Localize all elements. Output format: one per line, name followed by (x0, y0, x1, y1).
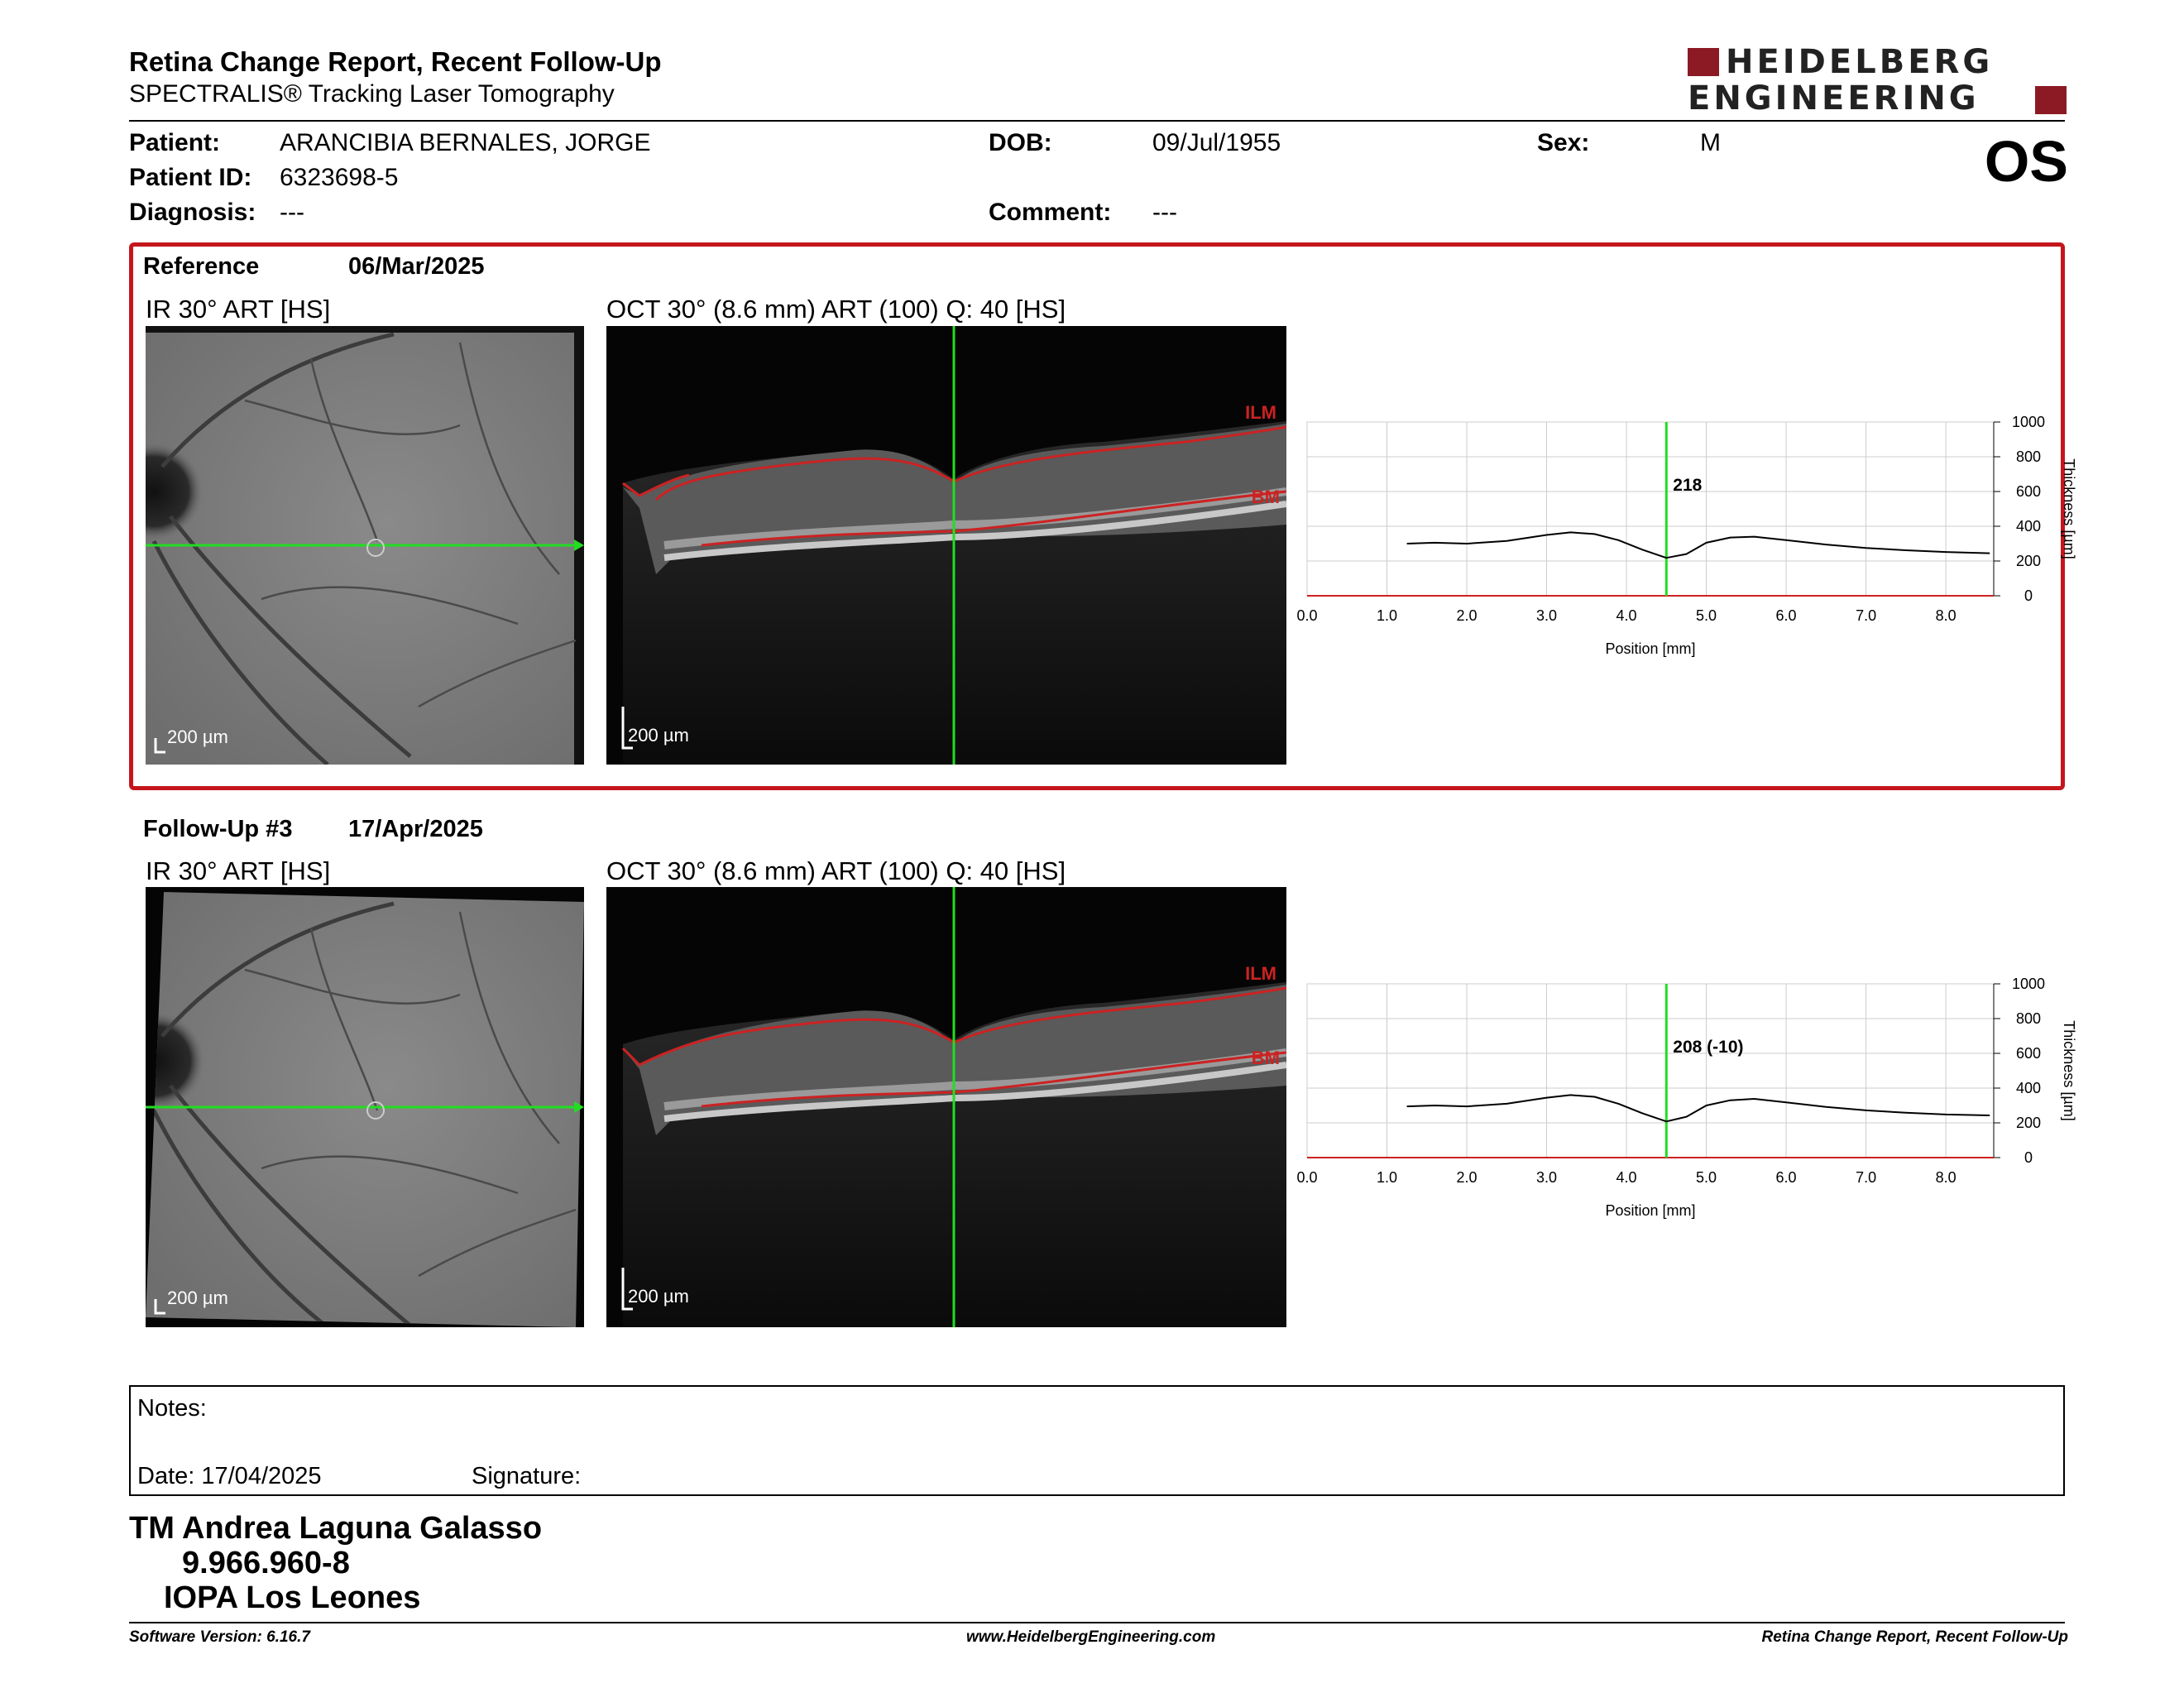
x-tick-label: 5.0 (1696, 1169, 1717, 1186)
cursor-value-label: 218 (1673, 476, 1702, 495)
x-tick-label: 8.0 (1936, 607, 1956, 624)
x-tick-label: 7.0 (1856, 607, 1876, 624)
x-tick-label: 1.0 (1377, 607, 1397, 624)
followup-ir-label: IR 30° ART [HS] (146, 856, 331, 885)
followup-label: Follow-Up #3 (143, 816, 293, 842)
followup-oct-label: OCT 30° (8.6 mm) ART (100) Q: 40 [HS] (606, 856, 1066, 885)
reference-thickness-chart: 0.0 1.0 2.0 3.0 4.0 5.0 6.0 7.0 8.0 0 200 400 600 800… (1295, 405, 2081, 679)
website-link[interactable]: www.HeidelbergEngineering.com (966, 1628, 1216, 1646)
y-tick-label: 1000 (2012, 976, 2045, 992)
x-axis-label: Position [mm] (1605, 1202, 1695, 1219)
sex-label: Sex: (1537, 129, 1590, 156)
reference-ilm-label: ILM (1245, 402, 1276, 423)
x-tick-label: 2.0 (1457, 607, 1478, 624)
y-tick-label: 1000 (2012, 414, 2045, 430)
followup-ilm-label: ILM (1245, 963, 1276, 984)
signature-label: Signature: (472, 1463, 582, 1489)
diagnosis-label: Diagnosis: (129, 199, 256, 226)
heidelberg-logo: HEIDELBERG ENGINEERING (1688, 43, 2068, 117)
header-divider (129, 120, 2065, 122)
notes-label: Notes: (137, 1395, 207, 1422)
reference-oct-bscan-image: ILM BM 200 µm (606, 326, 1286, 765)
y-tick-label: 800 (2016, 448, 2041, 465)
followup-thickness-chart: 0.0 1.0 2.0 3.0 4.0 5.0 6.0 7.0 8.0 0 200 400 600 800… (1295, 967, 2081, 1240)
y-axis-label: Thickness [µm] (2061, 458, 2077, 559)
followup-ir-fundus-image: 200 µm (146, 887, 584, 1327)
x-tick-label: 3.0 (1536, 1169, 1557, 1186)
footer-report-name: Retina Change Report, Recent Follow-Up (1761, 1628, 2068, 1646)
eye-indicator: OS (1984, 129, 2068, 194)
signer-institution: IOPA Los Leones (164, 1580, 421, 1615)
x-tick-label: 4.0 (1616, 1169, 1637, 1186)
chart-frame (1306, 983, 1995, 1158)
footer-divider (129, 1622, 2065, 1623)
followup-oct-scale: 200 µm (628, 1286, 689, 1307)
y-tick-label: 400 (2016, 1080, 2041, 1096)
reference-date: 06/Mar/2025 (348, 253, 485, 280)
report-subtitle: SPECTRALIS® Tracking Laser Tomography (129, 80, 615, 108)
y-tick-label: 0 (2024, 1149, 2033, 1166)
x-tick-label: 4.0 (1616, 607, 1637, 624)
patient-id: 6323698-5 (280, 164, 399, 191)
reference-ir-fundus-image: 200 µm (146, 326, 584, 765)
x-tick-label: 6.0 (1776, 607, 1797, 624)
patient-id-label: Patient ID: (129, 164, 252, 191)
y-tick-label: 200 (2016, 1115, 2041, 1131)
x-axis-label: Position [mm] (1605, 640, 1695, 657)
reference-oct-label: OCT 30° (8.6 mm) ART (100) Q: 40 [HS] (606, 295, 1066, 324)
report-title: Retina Change Report, Recent Follow-Up (129, 46, 662, 77)
software-version: Software Version: 6.16.7 (129, 1628, 310, 1646)
y-tick-label: 200 (2016, 553, 2041, 569)
followup-ir-scale: 200 µm (167, 1288, 228, 1308)
x-tick-label: 8.0 (1936, 1169, 1956, 1186)
followup-bm-label: BM (1251, 1048, 1280, 1068)
dob-value: 09/Jul/1955 (1152, 129, 1281, 156)
notes-date: Date: 17/04/2025 (137, 1463, 322, 1489)
x-tick-label: 6.0 (1776, 1169, 1797, 1186)
y-tick-label: 400 (2016, 518, 2041, 535)
sex-value: M (1700, 129, 1721, 156)
y-axis-label: Thickness [µm] (2061, 1020, 2077, 1120)
reference-bm-label: BM (1251, 487, 1280, 507)
chart-frame (1306, 421, 1995, 597)
y-tick-label: 600 (2016, 483, 2041, 500)
reference-thickness-chart-svg: 0.0 1.0 2.0 3.0 4.0 5.0 6.0 7.0 8.0 0 200 400 600 800… (1296, 414, 2077, 657)
comment-label: Comment: (989, 199, 1112, 226)
patient-label: Patient: (129, 129, 221, 156)
x-tick-label: 0.0 (1296, 1169, 1317, 1186)
dob-label: DOB: (989, 129, 1052, 156)
followup-date: 17/Apr/2025 (348, 816, 483, 842)
x-tick-label: 2.0 (1457, 1169, 1478, 1186)
thickness-line (1406, 1094, 1990, 1123)
followup-oct-bscan-image: ILM BM 200 µm (606, 887, 1286, 1327)
patient-name: ARANCIBIA BERNALES, JORGE (280, 129, 651, 156)
x-tick-label: 0.0 (1296, 607, 1317, 624)
notes-box[interactable]: Notes: Date: 17/04/2025 Signature: (129, 1385, 2065, 1496)
diagnosis-value: --- (280, 199, 304, 226)
x-tick-label: 1.0 (1377, 1169, 1397, 1186)
reference-oct-scale: 200 µm (628, 725, 689, 746)
reference-label: Reference (143, 253, 260, 280)
x-tick-label: 3.0 (1536, 607, 1557, 624)
cursor-value-label: 208 (-10) (1673, 1038, 1743, 1057)
y-tick-label: 800 (2016, 1010, 2041, 1027)
signer-rut: 9.966.960-8 (182, 1546, 350, 1580)
followup-thickness-chart-svg: 0.0 1.0 2.0 3.0 4.0 5.0 6.0 7.0 8.0 0 200 400 600 800… (1296, 976, 2077, 1219)
comment-value: --- (1152, 199, 1177, 226)
reference-ir-scale: 200 µm (167, 727, 228, 747)
reference-ir-label: IR 30° ART [HS] (146, 295, 331, 324)
x-tick-label: 7.0 (1856, 1169, 1876, 1186)
signer-name: TM Andrea Laguna Galasso (129, 1511, 543, 1546)
y-tick-label: 0 (2024, 587, 2033, 604)
thickness-line (1406, 531, 1990, 559)
reference-highlight-box (129, 242, 2065, 790)
y-tick-label: 600 (2016, 1045, 2041, 1062)
x-tick-label: 5.0 (1696, 607, 1717, 624)
